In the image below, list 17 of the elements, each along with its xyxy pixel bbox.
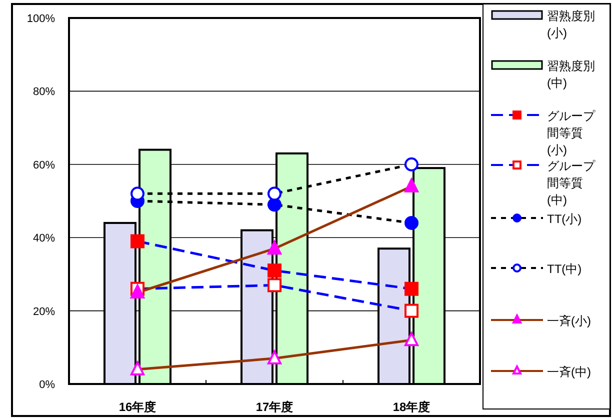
y-tick-label: 40% [32,232,56,245]
legend-label: グループ間等質(中) [547,159,596,207]
legend-label: 習熟度別(小) [547,9,595,40]
y-tick-label: 20% [32,306,56,318]
y-tick-label: 80% [32,86,56,98]
y-tick-label: 0% [39,379,56,391]
legend-label: 一斉(小) [547,314,591,328]
y-tick-label: 60% [32,159,56,172]
x-tick-label: 17年度 [256,400,294,414]
legend-label: 一斉(中) [547,365,591,379]
y-tick-label: 100% [26,13,56,25]
legend-label: グループ間等質(小) [547,109,596,157]
x-tick-label: 16年度 [118,400,156,414]
legend-label: TT(小) [547,212,582,226]
legend-label: TT(中) [547,262,582,276]
x-tick-label: 18年度 [392,400,430,414]
legend-label: 習熟度別(中) [547,59,595,90]
